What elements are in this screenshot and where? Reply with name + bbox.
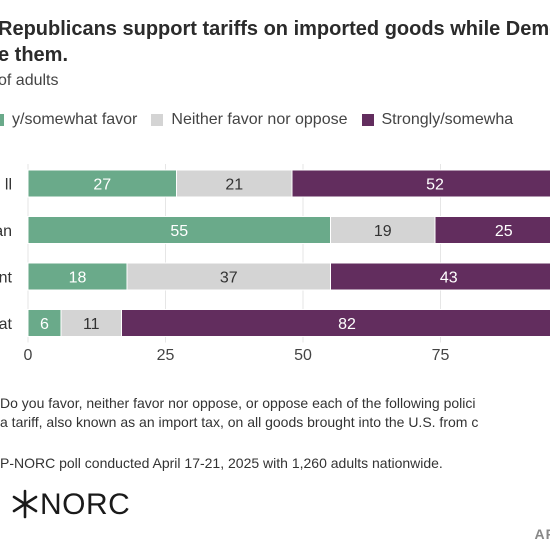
legend-swatch-neither [151, 114, 164, 126]
bar-0-1 [176, 169, 293, 198]
data-label-0-2: 52 [426, 177, 444, 194]
data-label-3-0: 6 [40, 316, 49, 333]
data-label-0-0: 27 [93, 177, 111, 194]
bar-3-0 [27, 309, 62, 337]
legend-label-oppose: Strongly/somewha [381, 111, 514, 128]
x-tick-label-3: 75 [432, 347, 450, 364]
source-note: P-NORC poll conducted April 17-21, 2025 … [0, 455, 443, 471]
category-label-3: at [0, 316, 13, 333]
data-label-1-1: 19 [374, 223, 392, 240]
legend-item-oppose: Strongly/somewha [361, 111, 514, 129]
chart-subtitle: of adults [0, 72, 59, 89]
bar-3-1 [60, 309, 122, 337]
legend-label-favor: y/somewhat favor [12, 111, 138, 128]
question-note-line-2: a tariff, also known as an import tax, o… [0, 414, 479, 430]
norc-logo: NORC [12, 488, 130, 522]
logo-text: NORC [40, 488, 131, 521]
legend-label-neither: Neither favor nor oppose [171, 111, 348, 128]
bar-2-1 [126, 262, 331, 291]
stacked-bar-chart: ll 27 21 52 an 55 19 25 nt 18 37 43 at 6 11 82 0 25 50 75 [0, 164, 550, 364]
data-label-2-0: 18 [69, 270, 87, 287]
data-label-3-1: 11 [83, 316, 100, 333]
title-line-1: Republicans support tariffs on imported … [0, 18, 550, 40]
data-label-1-2: 25 [495, 223, 513, 240]
category-label-0: ll [5, 177, 12, 194]
data-label-1-0: 55 [170, 223, 188, 240]
bar-1-0 [27, 216, 331, 244]
bar-2-2 [330, 262, 550, 291]
category-label-1: an [0, 223, 12, 240]
chart-title: Republicans support tariffs on imported … [0, 16, 550, 68]
bar-0-2 [291, 169, 550, 198]
category-label-2: nt [0, 270, 13, 287]
bar-1-1 [330, 216, 436, 244]
question-note-line-1: Do you favor, neither favor nor oppose, … [0, 395, 476, 411]
bar-1-2 [434, 216, 550, 244]
legend-swatch-oppose [361, 114, 374, 126]
x-tick-label-1: 25 [157, 347, 175, 364]
bar-0-0 [27, 169, 177, 198]
credit-text: AP [534, 526, 550, 542]
data-label-2-2: 43 [440, 270, 458, 287]
norc-star-icon [12, 489, 38, 519]
title-line-2: e them. [0, 44, 69, 66]
x-tick-label-2: 50 [294, 347, 312, 364]
legend: y/somewhat favor Neither favor nor oppos… [0, 111, 527, 129]
data-label-0-1: 21 [225, 177, 243, 194]
x-tick-label-0: 0 [24, 347, 33, 364]
bar-3-2 [121, 309, 550, 337]
legend-item-favor: y/somewhat favor [0, 111, 137, 129]
data-label-2-1: 37 [220, 270, 238, 287]
legend-item-neither: Neither favor nor oppose [151, 111, 348, 129]
legend-swatch-favor [0, 114, 4, 126]
data-label-3-2: 82 [338, 316, 356, 333]
